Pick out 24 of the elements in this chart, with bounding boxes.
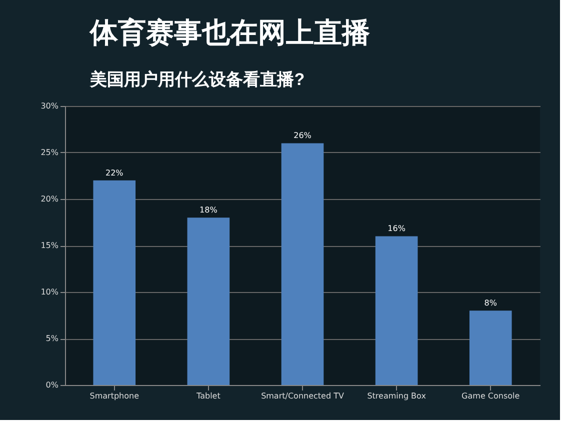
data-label: 16% (388, 224, 406, 234)
y-tick-label: 25% (40, 148, 59, 157)
y-tick-label: 5% (46, 334, 59, 343)
chart-title: 体育赛事也在网上直播 (89, 17, 370, 48)
x-tick-label: Smart/Connected TV (261, 392, 344, 400)
data-label: 8% (484, 298, 498, 308)
data-label: 18% (200, 206, 218, 215)
data-label: 22% (105, 168, 124, 178)
chart-subtitle: 美国用户用什么设备看直播? (89, 70, 305, 89)
y-tick-label: 20% (40, 194, 59, 204)
x-tick-label: Game Console (462, 392, 520, 400)
y-tick-label: 30% (40, 102, 59, 110)
x-tick-label: Smartphone (90, 392, 140, 400)
y-tick-label: 0% (46, 380, 59, 390)
bar (469, 310, 512, 385)
bar (93, 180, 136, 385)
y-tick-label: 10% (40, 288, 59, 296)
x-tick-label: Streaming Box (367, 392, 426, 400)
bar (375, 236, 418, 385)
x-tick-label: Tablet (196, 392, 220, 400)
y-tick-label: 15% (40, 241, 59, 250)
bar (187, 218, 230, 385)
data-label: 26% (294, 131, 312, 140)
bar (281, 143, 324, 385)
